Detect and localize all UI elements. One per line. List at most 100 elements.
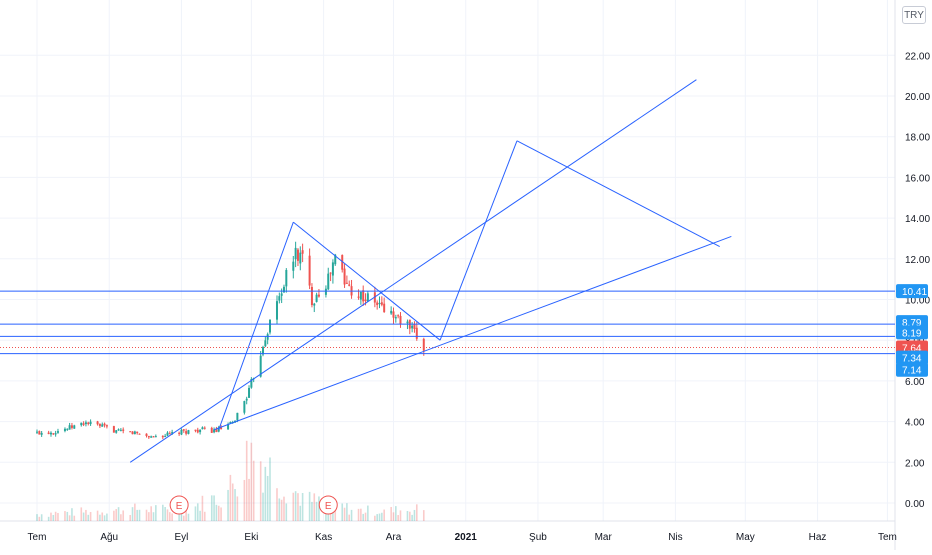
candle-body xyxy=(119,429,122,431)
volume-bar xyxy=(276,488,278,521)
volume-bar xyxy=(52,514,55,521)
x-tick-label: Şub xyxy=(529,532,547,543)
earnings-marker-label: E xyxy=(176,501,183,512)
candle-body xyxy=(357,296,360,298)
earnings-marker-label: E xyxy=(325,501,332,512)
volume-bar xyxy=(392,512,395,521)
trend-line xyxy=(516,140,720,248)
candle-body xyxy=(66,428,69,430)
candle-body xyxy=(98,423,101,427)
volume-bar xyxy=(136,509,138,521)
volume-bar xyxy=(145,509,148,521)
candle-body xyxy=(38,431,41,435)
candle-body xyxy=(152,436,155,438)
candle-body xyxy=(70,425,73,428)
volume-bar xyxy=(374,515,376,521)
volume-bar xyxy=(311,501,313,521)
volume-bar xyxy=(57,512,59,521)
volume-bar xyxy=(187,513,190,521)
candle-body xyxy=(327,273,330,290)
candle-body xyxy=(194,429,197,431)
candle-body xyxy=(376,302,379,306)
candle-body xyxy=(210,427,213,433)
candle-body xyxy=(394,317,397,319)
volume-bar xyxy=(334,502,337,521)
candle-body xyxy=(324,288,327,295)
volume-bar xyxy=(64,511,66,521)
candle-body xyxy=(40,432,43,435)
volume-bar xyxy=(201,495,204,521)
price-badge xyxy=(896,284,928,299)
candle-body xyxy=(269,319,271,333)
volume-bar xyxy=(66,511,69,521)
volume-bar xyxy=(378,513,381,521)
volume-bar xyxy=(413,509,416,521)
candle-body xyxy=(243,401,246,413)
volume-bar xyxy=(73,515,76,521)
candle-body xyxy=(136,431,139,434)
volume-bar xyxy=(150,506,152,521)
candle-body xyxy=(422,338,425,351)
y-tick-label: 18.00 xyxy=(905,133,930,144)
trend-line xyxy=(129,79,697,463)
volume-bar xyxy=(120,514,122,521)
volume-bar xyxy=(262,492,264,521)
volume-bar xyxy=(357,508,360,521)
volume-bar xyxy=(376,514,378,521)
volume-bar xyxy=(47,516,50,521)
candle-body xyxy=(308,255,311,286)
volume-bar xyxy=(383,509,385,521)
y-tick-label: 12.00 xyxy=(905,255,930,266)
volume-bar xyxy=(166,509,169,521)
volume-bar xyxy=(297,493,299,521)
volume-bar xyxy=(422,510,425,521)
volume-bar xyxy=(215,504,218,521)
volume-bar xyxy=(134,503,136,521)
volume-bar xyxy=(213,495,215,521)
volume-bar xyxy=(194,506,197,521)
candle-body xyxy=(133,431,136,435)
volume-bar xyxy=(299,505,302,521)
x-tick-label: Eyl xyxy=(175,532,189,543)
candle-body xyxy=(54,433,57,435)
y-tick-label: 0.00 xyxy=(905,499,925,510)
x-tick-label: Ara xyxy=(386,532,402,543)
volume-bar xyxy=(308,491,311,521)
volume-bar xyxy=(199,510,201,521)
candle-body xyxy=(285,270,288,287)
volume-bar xyxy=(182,515,185,521)
x-tick-label: Mar xyxy=(595,532,613,543)
volume-bar xyxy=(250,442,253,521)
candle-body xyxy=(262,347,265,355)
candle-body xyxy=(80,422,83,426)
candle-body xyxy=(166,432,169,436)
volume-bar xyxy=(80,507,83,521)
candle-body xyxy=(101,424,104,427)
candle-body xyxy=(185,431,188,434)
candle-body xyxy=(299,252,302,264)
volume-bar xyxy=(409,511,411,521)
candle-body xyxy=(397,315,400,317)
volume-bar xyxy=(395,506,397,521)
x-tick-label: Kas xyxy=(315,532,332,543)
volume-bar xyxy=(185,507,187,521)
candle-body xyxy=(245,398,248,401)
candle-body xyxy=(213,429,216,433)
price-badge xyxy=(896,350,928,365)
volume-bar xyxy=(415,504,418,521)
currency-button[interactable]: TRY xyxy=(902,6,926,24)
candle-body xyxy=(411,325,414,329)
volume-bar xyxy=(278,498,281,521)
candle-body xyxy=(399,315,402,325)
candle-body xyxy=(82,423,85,425)
candle-body xyxy=(341,255,344,270)
volume-bar xyxy=(210,495,213,521)
candle-body xyxy=(334,254,337,265)
candle-body xyxy=(250,379,253,388)
candle-body xyxy=(178,432,181,434)
volume-bar xyxy=(234,489,236,521)
volume-bar xyxy=(381,512,383,521)
candle-body xyxy=(171,432,174,434)
